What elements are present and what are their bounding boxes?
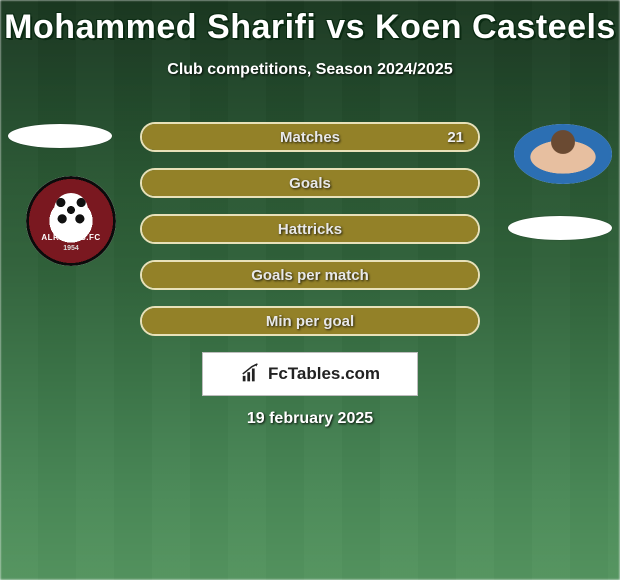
soccer-ball-icon	[54, 193, 88, 227]
club-right-placeholder	[508, 216, 612, 240]
club-left-name: ALRAED.S.FC	[26, 233, 116, 242]
stat-bar-goals-per-match: Goals per match	[140, 260, 480, 290]
stat-bar-goals: Goals	[140, 168, 480, 198]
stat-bars: Matches 21 Goals Hattricks Goals per mat…	[140, 122, 480, 352]
watermark: FcTables.com	[202, 352, 418, 396]
stat-bar-label: Min per goal	[142, 308, 478, 334]
bar-chart-icon	[240, 363, 262, 385]
stat-bar-label: Goals	[142, 170, 478, 196]
stat-bar-hattricks: Hattricks	[140, 214, 480, 244]
date: 19 february 2025	[0, 410, 620, 428]
player-left-placeholder	[8, 124, 112, 148]
stat-bar-label: Goals per match	[142, 262, 478, 288]
stat-bar-matches: Matches 21	[140, 122, 480, 152]
player-right-face-icon	[514, 124, 612, 184]
stat-bar-label: Hattricks	[142, 216, 478, 242]
stat-bar-label: Matches	[142, 124, 478, 150]
club-left-badge: ALRAED.S.FC 1954	[26, 176, 116, 266]
stat-bar-min-per-goal: Min per goal	[140, 306, 480, 336]
club-left-year: 1954	[26, 245, 116, 252]
watermark-text: FcTables.com	[268, 364, 380, 384]
page-title: Mohammed Sharifi vs Koen Casteels	[0, 0, 620, 47]
player-right-photo	[514, 124, 612, 184]
subtitle: Club competitions, Season 2024/2025	[0, 61, 620, 79]
content: Mohammed Sharifi vs Koen Casteels Club c…	[0, 0, 620, 580]
stat-bar-value-right: 21	[447, 124, 464, 150]
